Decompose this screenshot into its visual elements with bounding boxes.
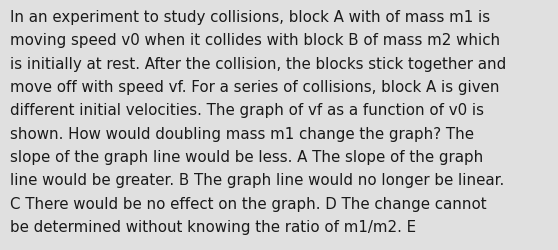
Text: line would be greater. B The graph line would no longer be linear.: line would be greater. B The graph line …	[10, 173, 504, 188]
Text: be determined without knowing the ratio of m1/m2. E: be determined without knowing the ratio …	[10, 219, 416, 234]
Text: In an experiment to study collisions, block A with of mass m1 is: In an experiment to study collisions, bl…	[10, 10, 490, 25]
Text: C There would be no effect on the graph. D The change cannot: C There would be no effect on the graph.…	[10, 196, 487, 211]
Text: shown. How would doubling mass m1 change the graph? The: shown. How would doubling mass m1 change…	[10, 126, 474, 141]
Text: move off with speed vf. For a series of collisions, block A is given: move off with speed vf. For a series of …	[10, 80, 499, 95]
Text: is initially at rest. After the collision, the blocks stick together and: is initially at rest. After the collisio…	[10, 56, 506, 72]
Text: moving speed v0 when it collides with block B of mass m2 which: moving speed v0 when it collides with bl…	[10, 33, 500, 48]
Text: different initial velocities. The graph of vf as a function of v0 is: different initial velocities. The graph …	[10, 103, 484, 118]
Text: slope of the graph line would be less. A The slope of the graph: slope of the graph line would be less. A…	[10, 150, 483, 164]
